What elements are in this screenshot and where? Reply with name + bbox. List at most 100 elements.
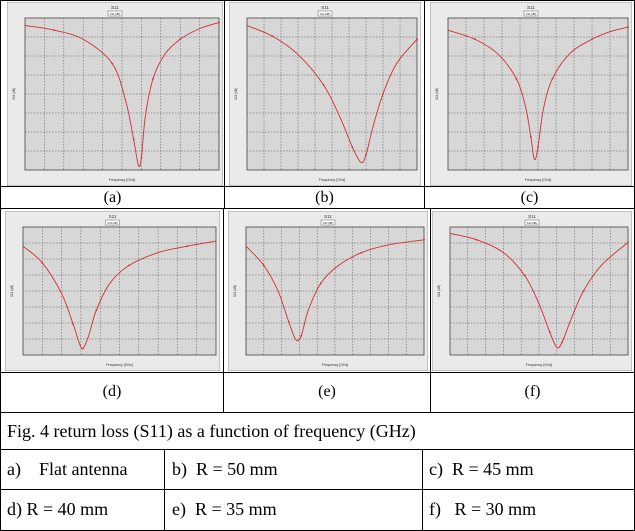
data-point bbox=[416, 38, 418, 41]
panel-label-c: (c) bbox=[520, 189, 539, 206]
chart-d: S11 S11(dB) Frequency [GHz] S11 (dB) bbox=[5, 211, 220, 371]
table-rule bbox=[0, 489, 635, 490]
data-point bbox=[300, 334, 303, 337]
data-point bbox=[627, 241, 629, 244]
chart-panel-c: S11 S11(dB) Frequency [GHz] S11 (dB) bbox=[430, 2, 632, 186]
legend-box bbox=[107, 10, 123, 17]
series-line bbox=[245, 239, 425, 342]
param-a: a) Flat antenna bbox=[7, 459, 128, 479]
data-point bbox=[128, 264, 131, 267]
table-rule bbox=[0, 412, 635, 413]
param-f: f) R = 30 mm bbox=[429, 499, 537, 519]
data-point bbox=[515, 77, 518, 80]
y-axis-label: S11 (dB) bbox=[234, 88, 238, 100]
param-c: c) R = 45 mm bbox=[429, 459, 534, 479]
table-rule bbox=[223, 208, 224, 412]
param-e: e) R = 35 mm bbox=[172, 499, 277, 519]
chart-panel-f: S11 S11(dB) Frequency [GHz] S11 (dB) bbox=[432, 211, 632, 371]
data-point bbox=[475, 238, 478, 241]
chart-b: S11 S11(dB) Frequency [GHz] S11 (dB) bbox=[229, 2, 421, 186]
legend-label: S11(dB) bbox=[110, 12, 121, 16]
data-point bbox=[53, 29, 55, 32]
panel-label-f: (f) bbox=[524, 383, 541, 400]
chart-panel-e: S11 S11(dB) Frequency [GHz] S11 (dB) bbox=[228, 211, 428, 371]
series-line bbox=[24, 22, 220, 168]
y-axis-label: S11 (dB) bbox=[437, 285, 441, 297]
plot-title: S11 bbox=[324, 214, 332, 219]
data-point bbox=[111, 62, 114, 65]
data-point bbox=[322, 83, 325, 86]
x-axis-label: Frequency [GHz] bbox=[526, 363, 552, 367]
legend-label: S11(dB) bbox=[320, 12, 331, 16]
data-point bbox=[537, 146, 539, 149]
data-point bbox=[551, 77, 554, 80]
data-point bbox=[351, 146, 354, 149]
legend-label: S11(dB) bbox=[526, 12, 537, 16]
data-point bbox=[319, 282, 322, 285]
data-point bbox=[523, 274, 526, 277]
data-point bbox=[287, 320, 290, 323]
panel-label-b: (b) bbox=[315, 189, 334, 206]
plot-title: S11 bbox=[527, 5, 535, 10]
legend-box bbox=[317, 10, 333, 17]
chart-panel-a: S11 S11(dB) Frequency [GHz] S11 (dB) bbox=[7, 2, 223, 186]
data-point bbox=[41, 261, 44, 264]
table-rule bbox=[0, 372, 635, 373]
param-b: b) R = 50 mm bbox=[172, 459, 278, 479]
plot-title: S11 bbox=[111, 5, 119, 10]
data-point bbox=[271, 35, 274, 38]
y-axis-label: S11 (dB) bbox=[233, 285, 237, 297]
legend-box bbox=[320, 219, 336, 226]
chart-c: S11 S11(dB) Frequency [GHz] S11 (dB) bbox=[430, 2, 632, 186]
data-point bbox=[365, 153, 367, 156]
table-rule bbox=[430, 208, 431, 412]
series-line bbox=[447, 26, 629, 161]
table-rule bbox=[0, 186, 635, 187]
x-axis-label: Frequency [GHz] bbox=[525, 178, 551, 182]
figure-caption: Fig. 4 return loss (S11) as a function o… bbox=[7, 421, 416, 441]
data-point bbox=[179, 38, 182, 41]
legend-box bbox=[524, 219, 540, 226]
series-line bbox=[246, 25, 418, 164]
legend-label: S11(dB) bbox=[527, 221, 538, 225]
data-point bbox=[262, 264, 265, 267]
data-point bbox=[474, 38, 476, 41]
data-point bbox=[72, 323, 75, 326]
y-axis-label: S11 (dB) bbox=[12, 88, 16, 100]
data-point bbox=[529, 135, 532, 138]
table-rule bbox=[0, 0, 1, 531]
data-point bbox=[95, 309, 98, 312]
data-point bbox=[627, 26, 629, 29]
chart-panel-d: S11 S11(dB) Frequency [GHz] S11 (dB) bbox=[5, 211, 220, 371]
table-rule bbox=[0, 0, 635, 1]
table-rule bbox=[0, 208, 635, 209]
legend-label: S11(dB) bbox=[323, 221, 334, 225]
data-point bbox=[423, 238, 425, 241]
panel-label-a: (a) bbox=[103, 189, 122, 206]
data-point bbox=[591, 38, 593, 41]
data-point bbox=[360, 251, 363, 254]
data-point bbox=[132, 138, 135, 141]
plot-title: S11 bbox=[321, 5, 329, 10]
panel-label-d: (d) bbox=[102, 383, 122, 400]
table-rule bbox=[424, 0, 425, 208]
plot-title: S11 bbox=[109, 214, 117, 219]
y-axis-label: S11 (dB) bbox=[435, 88, 439, 100]
data-point bbox=[152, 77, 154, 80]
data-point bbox=[582, 290, 585, 292]
table-rule bbox=[422, 449, 423, 530]
x-axis-label: Frequency [GHz] bbox=[319, 178, 345, 182]
data-point bbox=[186, 245, 188, 248]
series-line bbox=[22, 240, 217, 350]
data-point bbox=[382, 93, 384, 95]
plot-title: S11 bbox=[528, 214, 536, 219]
data-point bbox=[218, 21, 220, 24]
chart-a: S11 S11(dB) Frequency [GHz] S11 (dB) bbox=[7, 2, 223, 186]
table-rule bbox=[164, 449, 165, 530]
legend-label: S11(dB) bbox=[107, 221, 118, 225]
data-point bbox=[140, 156, 143, 159]
chart-e: S11 S11(dB) Frequency [GHz] S11 (dB) bbox=[228, 211, 428, 371]
legend-box bbox=[523, 10, 539, 17]
table-rule bbox=[0, 449, 635, 450]
